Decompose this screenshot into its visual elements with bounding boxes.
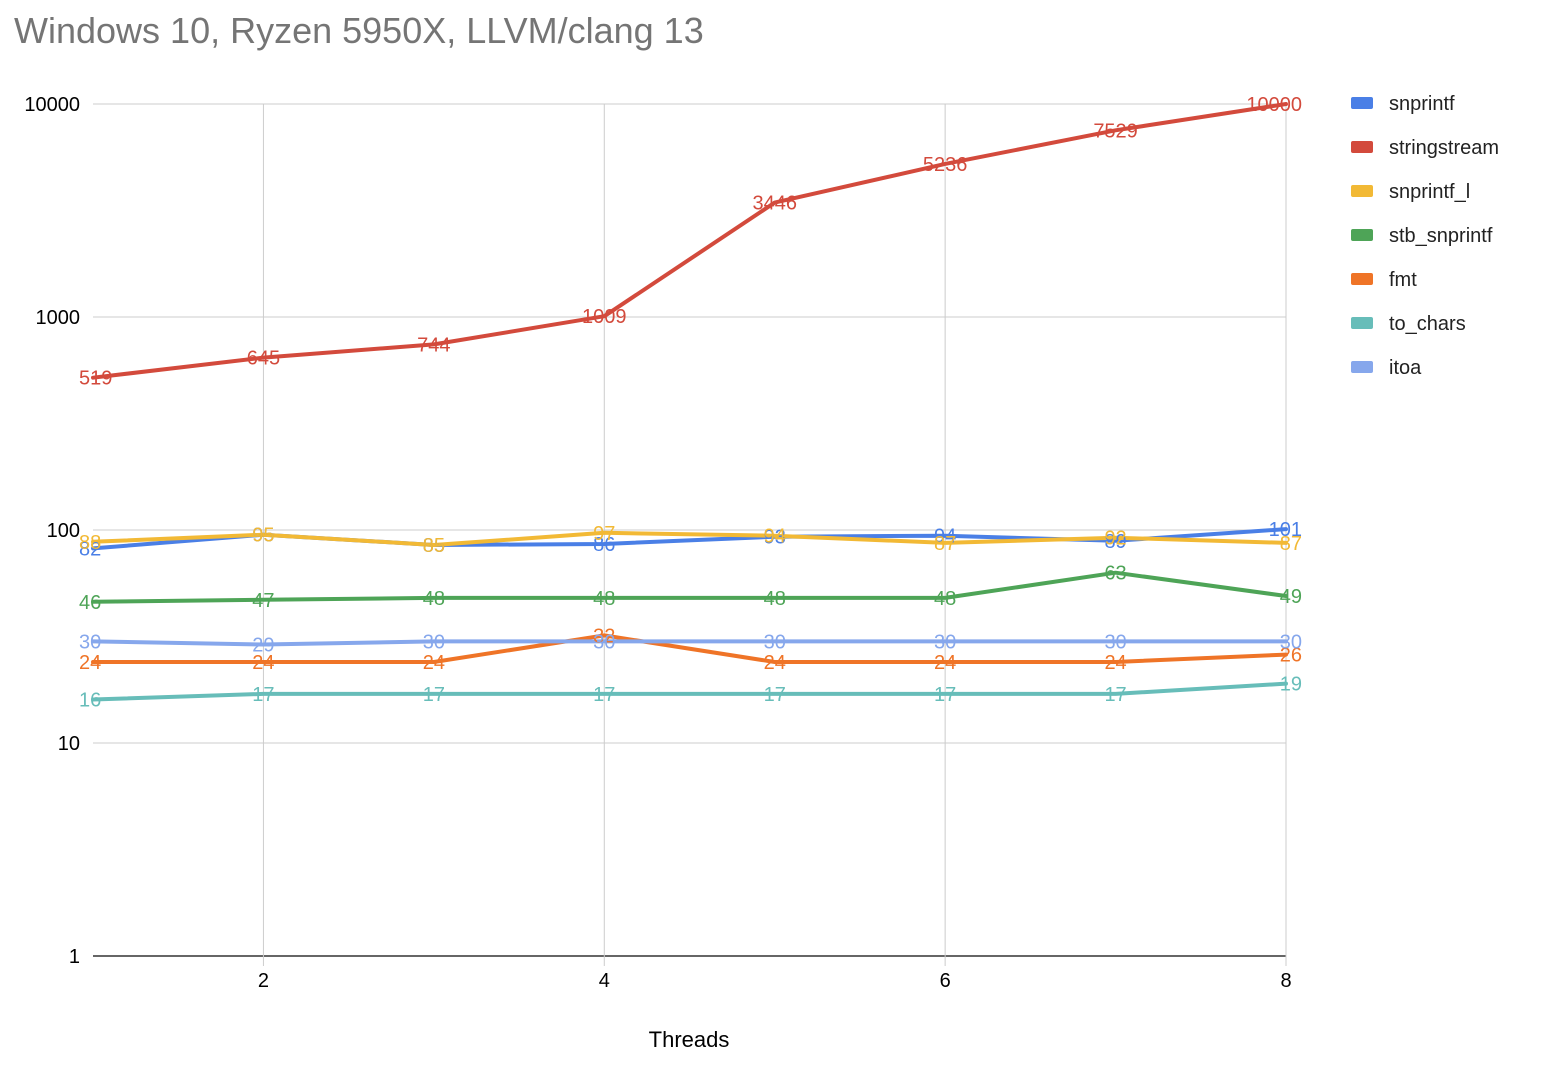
series-line-itoa: [91, 639, 1288, 647]
y-tick-label: 100: [47, 520, 80, 542]
data-label-snprintf: 86: [593, 534, 615, 556]
data-label-stringstream: 1009: [582, 306, 627, 328]
data-label-itoa: 30: [934, 631, 956, 653]
data-label-fmt: 24: [934, 652, 956, 674]
data-label-fmt: 24: [1104, 652, 1126, 674]
data-label-itoa: 30: [1280, 631, 1302, 653]
data-label-snprintf_l: 87: [934, 533, 956, 555]
data-label-stb_snprintf: 48: [934, 588, 956, 610]
data-label-stb_snprintf: 47: [252, 590, 274, 612]
data-label-stb_snprintf: 46: [79, 592, 101, 614]
data-label-snprintf: 85: [423, 535, 445, 557]
data-label-snprintf: 82: [79, 538, 101, 560]
data-label-stb_snprintf: 48: [423, 588, 445, 610]
legend-swatch-fmt: [1351, 273, 1373, 285]
data-label-itoa: 30: [1104, 631, 1126, 653]
legend-swatch-stringstream: [1351, 141, 1373, 153]
data-label-itoa: 30: [79, 631, 101, 653]
y-tick-label: 1: [69, 946, 80, 968]
x-tick-label: 2: [258, 970, 269, 992]
data-label-stb_snprintf: 63: [1104, 563, 1126, 585]
x-tick-label: 6: [940, 970, 951, 992]
legend-label-stringstream: stringstream: [1389, 137, 1499, 159]
x-axis-title: Threads: [649, 1027, 730, 1052]
data-label-itoa: 30: [593, 631, 615, 653]
data-label-snprintf_l: 94: [764, 526, 786, 548]
data-label-fmt: 24: [252, 652, 274, 674]
x-tick-label: 4: [599, 970, 610, 992]
data-label-snprintf_l: 88: [79, 532, 101, 554]
series-lines: [91, 102, 1288, 702]
data-label-stringstream: 5236: [923, 154, 968, 176]
data-label-to_chars: 17: [764, 684, 786, 706]
legend-swatch-to_chars: [1351, 317, 1373, 329]
data-label-fmt: 26: [1280, 645, 1302, 667]
legend-label-snprintf_l: snprintf_l: [1389, 181, 1470, 203]
data-label-to_chars: 17: [1104, 684, 1126, 706]
x-tick-label: 8: [1280, 970, 1291, 992]
y-tick-label: 10: [58, 733, 80, 755]
legend-label-stb_snprintf: stb_snprintf: [1389, 225, 1493, 247]
data-label-snprintf_l: 92: [1104, 528, 1126, 550]
data-label-stb_snprintf: 48: [764, 588, 786, 610]
y-axis-ticks: 1 10 100 1000 10000: [24, 94, 80, 968]
data-label-itoa: 30: [423, 631, 445, 653]
data-label-stringstream: 519: [79, 368, 112, 390]
chart-title: Windows 10, Ryzen 5950X, LLVM/clang 13: [14, 10, 704, 51]
data-label-fmt: 32: [593, 625, 615, 647]
data-label-stringstream: 645: [247, 348, 280, 370]
data-label-stringstream: 3446: [752, 193, 797, 215]
series-line-snprintf_l: [91, 530, 1288, 547]
legend-swatch-snprintf: [1351, 97, 1373, 109]
data-label-snprintf_l: 87: [1280, 533, 1302, 555]
legend-swatch-itoa: [1351, 361, 1373, 373]
data-label-snprintf_l: 97: [593, 523, 615, 545]
series-line-to_chars: [91, 681, 1288, 702]
data-label-to_chars: 16: [79, 690, 101, 712]
legend-swatch-snprintf_l: [1351, 185, 1373, 197]
data-label-fmt: 24: [79, 652, 101, 674]
data-label-itoa: 30: [764, 631, 786, 653]
data-label-stringstream: 744: [417, 334, 450, 356]
data-label-stringstream: 7529: [1093, 120, 1138, 142]
y-tick-label: 10000: [24, 94, 80, 116]
data-label-snprintf: 95: [252, 525, 274, 547]
legend-label-snprintf: snprintf: [1389, 93, 1455, 115]
data-label-fmt: 24: [764, 652, 786, 674]
data-label-snprintf: 101: [1269, 519, 1302, 541]
y-tick-label: 1000: [36, 307, 81, 329]
data-label-to_chars: 19: [1280, 674, 1302, 696]
legend-label-fmt: fmt: [1389, 269, 1417, 291]
legend: snprintf stringstream snprintf_l stb_snprin…: [1351, 93, 1499, 379]
legend-swatch-stb_snprintf: [1351, 229, 1373, 241]
data-label-snprintf_l: 95: [252, 525, 274, 547]
data-label-snprintf_l: 85: [423, 535, 445, 557]
legend-label-itoa: itoa: [1389, 357, 1422, 379]
data-label-to_chars: 17: [934, 684, 956, 706]
data-label-snprintf: 94: [934, 526, 956, 548]
data-label-stb_snprintf: 49: [1280, 586, 1302, 608]
data-label-stb_snprintf: 48: [593, 588, 615, 610]
data-label-to_chars: 17: [593, 684, 615, 706]
data-label-fmt: 24: [423, 652, 445, 674]
series-line-stb_snprintf: [91, 570, 1288, 604]
data-label-snprintf: 89: [1104, 531, 1126, 553]
x-axis-ticks: 2 4 6 8: [258, 970, 1292, 992]
series-line-stringstream: [91, 102, 1288, 380]
legend-label-to_chars: to_chars: [1389, 313, 1466, 335]
data-label-to_chars: 17: [423, 684, 445, 706]
data-label-stringstream: 10000: [1246, 94, 1302, 116]
series-line-fmt: [91, 633, 1288, 664]
data-label-itoa: 29: [252, 635, 274, 657]
data-label-to_chars: 17: [252, 684, 274, 706]
data-label-snprintf: 93: [764, 527, 786, 549]
